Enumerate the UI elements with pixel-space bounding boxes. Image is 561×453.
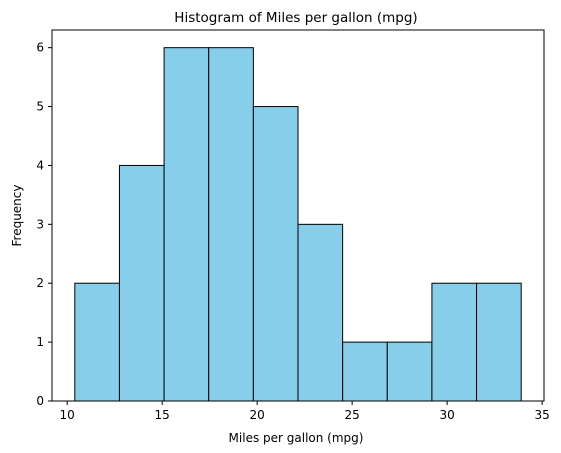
x-axis: 10 15 20 25 30 35 xyxy=(60,401,550,422)
x-tick-label-20: 20 xyxy=(250,408,265,422)
y-axis: 0 1 2 3 4 5 6 xyxy=(36,41,52,408)
x-tick-label-15: 15 xyxy=(155,408,170,422)
histogram-bar-6 xyxy=(297,223,344,402)
x-tick-label-25: 25 xyxy=(344,408,359,422)
bars-group xyxy=(74,47,522,402)
histogram-bar-9 xyxy=(431,282,478,402)
histogram-bar-8 xyxy=(386,341,433,402)
y-tick-label-2: 2 xyxy=(36,276,44,290)
histogram-bar-5 xyxy=(252,106,299,402)
x-tick-label-10: 10 xyxy=(60,408,75,422)
y-tick-label-3: 3 xyxy=(36,217,44,231)
y-axis-label: Frequency xyxy=(10,185,24,247)
histogram-bar-4 xyxy=(208,47,254,402)
plot-frame xyxy=(51,29,545,402)
histogram-bar-10 xyxy=(476,282,522,402)
histogram-bar-1 xyxy=(74,282,120,402)
x-tick-label-30: 30 xyxy=(439,408,454,422)
histogram-bar-2 xyxy=(118,164,165,402)
y-tick-label-1: 1 xyxy=(36,335,44,349)
y-tick-label-5: 5 xyxy=(36,100,44,114)
x-axis-label: Miles per gallon (mpg) xyxy=(229,431,364,445)
histogram-bar-7 xyxy=(342,341,388,402)
histogram-bar-3 xyxy=(163,47,210,402)
chart-title: Histogram of Miles per gallon (mpg) xyxy=(174,10,417,26)
y-tick-label-4: 4 xyxy=(36,158,44,172)
y-tick-label-0: 0 xyxy=(36,394,44,408)
y-tick-label-6: 6 xyxy=(36,41,44,55)
x-tick-label-35: 35 xyxy=(534,408,549,422)
